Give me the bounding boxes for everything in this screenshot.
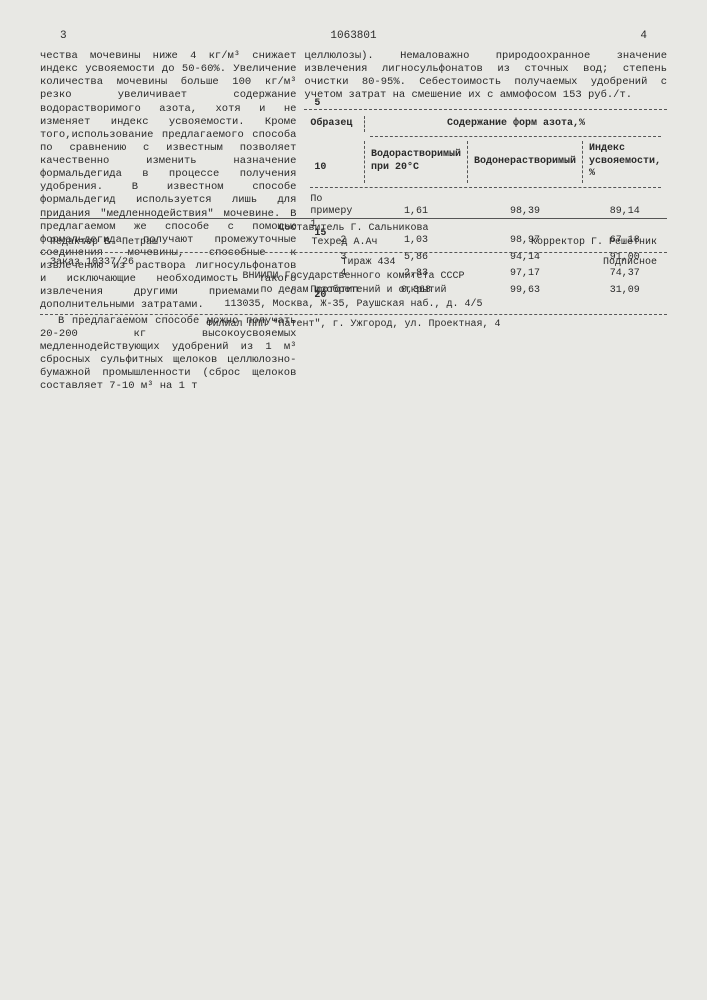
footer-editor: Редактор В. Петраш — [50, 237, 158, 248]
footer: Составитель Г. Сальникова Редактор В. Пе… — [40, 214, 667, 333]
left-page-number: 3 — [60, 30, 67, 42]
right-paragraph-1: целлюлозы). Немаловажно природоохранное … — [304, 50, 667, 103]
header-content: Содержание форм азота,% — [364, 116, 667, 133]
footer-tirage: Тираж 434 — [341, 257, 395, 268]
right-page-number: 4 — [640, 30, 647, 42]
header-sample: Образец — [304, 116, 364, 133]
footer-branch: Филиал ППП "Патент", г. Ужгород, ул. Про… — [40, 319, 667, 330]
footer-org2: по делам изобретений и открытий — [40, 285, 667, 296]
page-header: 3 1063801 4 — [40, 30, 667, 50]
footer-dash-2 — [40, 314, 667, 315]
footer-compiler: Составитель Г. Сальникова — [40, 223, 667, 234]
footer-order: Заказ 10337/26 — [50, 257, 134, 268]
col-index: Индекс усвояемости, % — [582, 141, 667, 183]
col-water-insoluble: Водонерастворимый — [467, 141, 582, 183]
footer-address1: 113035, Москва, Ж-35, Раушская наб., д. … — [40, 299, 667, 310]
line-marker-10: 10 — [314, 162, 326, 175]
footer-order-row: Заказ 10337/26 Тираж 434 Подписное — [40, 257, 667, 268]
line-marker-5: 5 — [314, 98, 320, 111]
table-header-row-2: Водорастворимый при 20°С Водонерастворим… — [304, 141, 667, 183]
footer-techred: Техред А.Ач — [311, 237, 377, 248]
table-top-rule — [304, 109, 667, 110]
footer-credits: Редактор В. Петраш Техред А.Ач Корректор… — [40, 237, 667, 248]
footer-subscription: Подписное — [603, 257, 657, 268]
page-container: 3 1063801 4 чества мочевины ниже 4 кг/м³… — [0, 0, 707, 393]
patent-number: 1063801 — [330, 30, 376, 42]
footer-org1: ВНИИПИ Государственного комитета СССР — [40, 271, 667, 282]
footer-dash-1 — [40, 252, 667, 253]
footer-corrector: Корректор Г. Решетник — [531, 237, 657, 248]
table-header-row-1: Образец Содержание форм азота,% — [304, 116, 667, 133]
col-water-soluble: Водорастворимый при 20°С — [364, 141, 467, 183]
footer-rule — [40, 218, 667, 219]
